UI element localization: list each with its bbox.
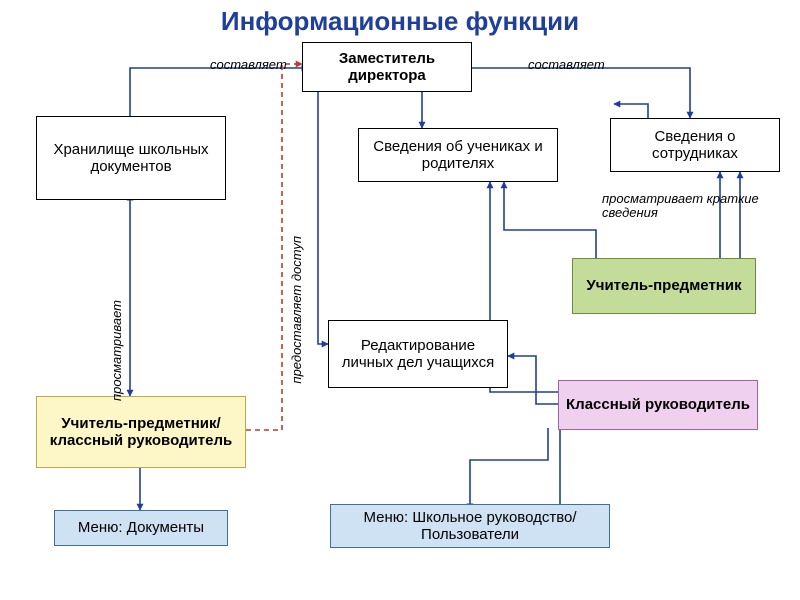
- node-menu_docs: Меню: Документы: [54, 510, 228, 546]
- node-staff: Сведения о сотрудниках: [610, 118, 780, 172]
- diagram-title: Информационные функции: [0, 6, 800, 37]
- node-director: Заместитель директора: [302, 42, 472, 92]
- label-l_view1: просматривает: [110, 300, 124, 401]
- edge-ch-menuusers2: [470, 428, 548, 504]
- node-teacher1: Учитель-предметник/классный руководитель: [36, 396, 246, 468]
- node-menu_users: Меню: Школьное руководство/ Пользователи: [330, 504, 610, 548]
- node-teacher2: Учитель-предметник: [572, 258, 756, 314]
- node-students: Сведения об учениках и родителях: [358, 128, 558, 182]
- edge-t2-students: [504, 182, 596, 258]
- node-edit: Редактирование личных дел учащихся: [328, 320, 508, 388]
- edge-dir-edit: [318, 92, 328, 344]
- label-l_access: предоставляет доступ: [290, 236, 304, 384]
- label-l_view2: просматривает краткие сведения: [602, 192, 772, 221]
- label-l_comp1: составляет: [210, 58, 287, 72]
- node-classhead: Классный руководитель: [558, 380, 758, 430]
- node-storage: Хранилище школьных документов: [36, 116, 226, 200]
- edge-dir-storage: [130, 68, 302, 116]
- edge-ch-edit: [508, 356, 558, 404]
- edge-staff-extra: [614, 104, 648, 118]
- label-l_comp2: составляет: [528, 58, 605, 72]
- edge-dir-staff: [472, 68, 690, 118]
